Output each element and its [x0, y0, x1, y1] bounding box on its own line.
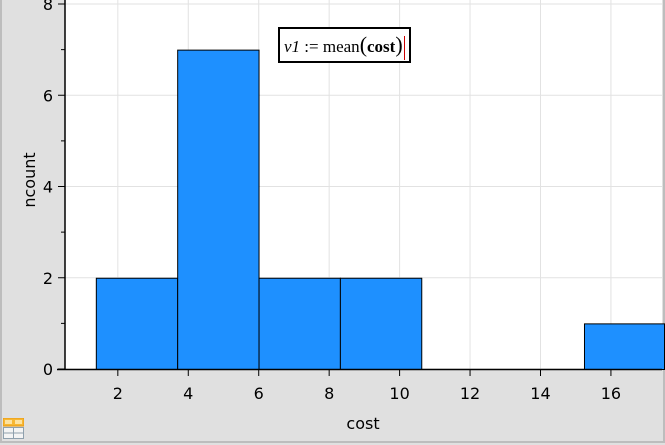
histogram-bar	[258, 277, 341, 370]
x-tick-label: 2	[113, 384, 123, 403]
open-paren: (	[359, 32, 368, 57]
y-axis-label: ncount	[20, 152, 39, 207]
formula-function: mean	[322, 37, 360, 56]
table-icon[interactable]	[3, 418, 24, 439]
y-tick-label: 8	[43, 0, 53, 14]
x-tick-label: 4	[183, 384, 193, 403]
histogram-bar	[177, 49, 260, 370]
x-tick-label: 10	[389, 384, 409, 403]
formula-variable: v1	[284, 37, 301, 56]
y-tick-label: 6	[43, 86, 53, 105]
formula-operator: :=	[304, 37, 319, 56]
close-paren: )	[395, 32, 403, 57]
x-tick-label: 16	[601, 384, 621, 403]
x-tick-label: 14	[530, 384, 550, 403]
formula-box[interactable]: v1 := mean(cost)	[278, 27, 411, 63]
histogram-bar	[339, 277, 423, 370]
text-cursor	[403, 36, 405, 61]
y-tick-label: 0	[43, 360, 53, 379]
y-tick-label: 2	[43, 269, 53, 288]
x-axis-label: cost	[346, 414, 379, 433]
histogram-bar	[583, 323, 665, 370]
y-tick-label: 4	[43, 178, 53, 197]
histogram-bar	[95, 277, 179, 370]
formula-argument: cost	[367, 37, 396, 56]
x-tick-label: 6	[254, 384, 264, 403]
x-tick-label: 12	[460, 384, 480, 403]
x-tick-label: 8	[324, 384, 334, 403]
